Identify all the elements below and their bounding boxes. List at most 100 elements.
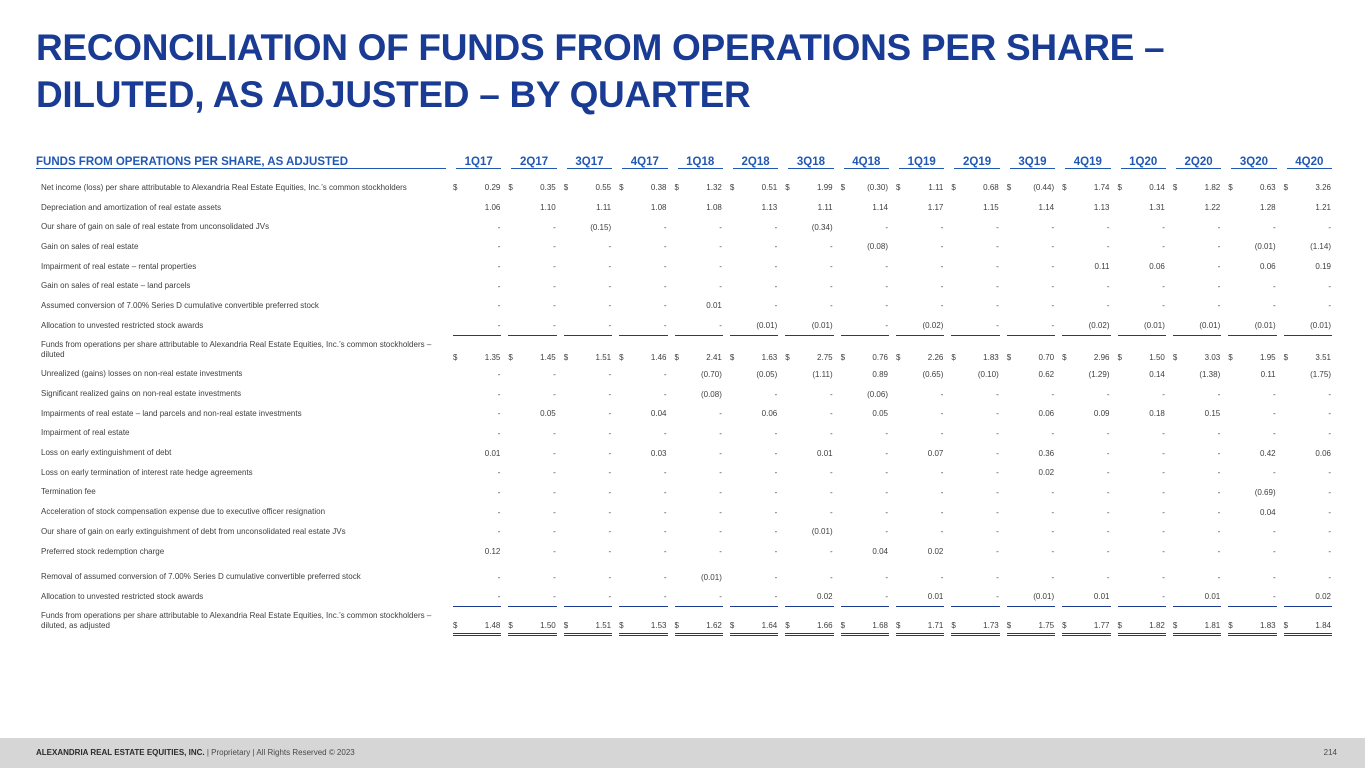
cell-value: 1.28	[1260, 203, 1276, 213]
dollar-sign: $	[508, 352, 513, 362]
value-cell: 0.06	[1000, 404, 1055, 424]
value-cell: -	[501, 542, 556, 562]
value-cell: $1.63	[723, 336, 778, 365]
value-cell: -	[1000, 296, 1055, 316]
cell-value: -	[663, 527, 667, 537]
value-cell: -	[501, 316, 557, 336]
cell-value: -	[774, 281, 778, 291]
cell-value: (0.06)	[867, 389, 888, 399]
value-cell: -	[612, 587, 668, 607]
cell-value: (0.70)	[700, 369, 722, 379]
value-cell: -	[446, 483, 501, 503]
table-header-row: FUNDS FROM OPERATIONS PER SHARE, AS ADJU…	[36, 151, 1332, 169]
row-label: Preferred stock redemption charge	[41, 546, 165, 556]
value-cell: $0.68	[944, 178, 999, 198]
value-cell: (1.75)	[1277, 365, 1332, 385]
cell-value: -	[829, 507, 833, 517]
cell-value: -	[553, 572, 556, 582]
cell-value: -	[1217, 487, 1221, 497]
cell-value: -	[553, 242, 556, 252]
value-cell: -	[889, 567, 944, 587]
value-cell: -	[557, 365, 612, 385]
value-cell: (0.01)	[1221, 316, 1277, 336]
value-cell: 0.14	[1111, 365, 1166, 385]
row-label: Impairment of real estate	[41, 428, 130, 438]
quarter-header-label: 3Q17	[566, 156, 613, 169]
table-row: Significant realized gains on non-real e…	[36, 384, 1332, 404]
cell-value: -	[553, 301, 556, 311]
value-cell: 0.02	[1277, 587, 1332, 607]
value-cell: (0.06)	[834, 384, 889, 404]
value-cell: 0.15	[1166, 404, 1221, 424]
value-cell: -	[557, 483, 612, 503]
cell-value: 0.29	[484, 183, 501, 193]
value-cell: (0.01)	[1000, 587, 1056, 607]
value-cell: -	[1166, 483, 1221, 503]
value-cell: $0.76	[834, 336, 889, 365]
dollar-sign: $	[785, 352, 790, 362]
row-label: Impairment of real estate – rental prope…	[41, 261, 197, 271]
cell-value: -	[1162, 301, 1165, 311]
page-title: RECONCILIATION OF FUNDS FROM OPERATIONS …	[36, 24, 1336, 118]
value-cell: -	[1055, 384, 1110, 404]
quarter-header: 4Q18	[834, 151, 889, 169]
row-label: Significant realized gains on non-real e…	[41, 389, 242, 399]
value-cell: -	[889, 404, 944, 424]
cell-value: -	[1217, 547, 1221, 557]
dollar-sign: $	[1172, 352, 1178, 362]
cell-value: -	[719, 320, 722, 330]
row-label: Net income (loss) per share attributable…	[41, 182, 407, 192]
cell-value: -	[1106, 448, 1110, 458]
cell-value: -	[1162, 468, 1165, 478]
value-cell: (1.14)	[1277, 237, 1332, 257]
cell-value: -	[940, 222, 944, 232]
dollar-sign: $	[729, 183, 735, 193]
value-cell: 0.36	[1000, 443, 1055, 463]
table-body: Net income (loss) per share attributable…	[36, 169, 1332, 636]
value-cell: $1.46	[612, 336, 667, 365]
page-title-line-2: DILUTED, AS ADJUSTED – BY QUARTER	[36, 74, 751, 115]
cell-value: -	[608, 409, 612, 419]
cell-value: 1.68	[872, 620, 888, 630]
dollar-sign: $	[1062, 620, 1067, 630]
value-cell: (0.01)	[778, 316, 834, 336]
value-cell: -	[557, 463, 612, 483]
cell-value: -	[719, 547, 722, 557]
value-cell: -	[889, 276, 944, 296]
value-cell: $0.55	[557, 178, 612, 198]
value-cell: $0.63	[1221, 178, 1276, 198]
value-cell: -	[668, 542, 723, 562]
value-cell: -	[446, 276, 501, 296]
cell-value: -	[553, 369, 556, 379]
cell-value: -	[608, 572, 612, 582]
value-cell: -	[723, 463, 778, 483]
cell-value: (0.01)	[1254, 242, 1276, 252]
value-cell: -	[778, 404, 833, 424]
cell-value: 0.18	[1149, 409, 1165, 419]
cell-value: -	[996, 547, 999, 557]
cell-value: -	[663, 547, 667, 557]
cell-value: 0.42	[1260, 448, 1276, 458]
dollar-sign: $	[1117, 183, 1122, 193]
cell-value: -	[829, 487, 833, 497]
cell-value: -	[1272, 409, 1276, 419]
value-cell: 0.11	[1055, 257, 1110, 277]
cell-value: 2.96	[1093, 352, 1110, 362]
cell-value: (0.10)	[977, 369, 999, 379]
cell-value: 3.51	[1315, 352, 1331, 362]
value-cell: -	[668, 276, 723, 296]
value-cell: -	[1000, 257, 1055, 277]
cell-value: -	[1328, 428, 1331, 438]
cell-value: 0.04	[1260, 507, 1276, 517]
cell-value: -	[885, 468, 888, 478]
value-cell: -	[668, 502, 723, 522]
value-cell: -	[612, 276, 667, 296]
value-cell: -	[944, 384, 999, 404]
value-cell: $1.51	[557, 336, 612, 365]
cell-value: 0.01	[817, 448, 833, 458]
value-cell: (0.01)	[778, 522, 833, 542]
cell-value: 1.62	[706, 620, 722, 630]
cell-value: 0.15	[1204, 409, 1221, 419]
quarter-header: 1Q17	[446, 151, 502, 169]
quarter-header: 1Q19	[889, 151, 945, 169]
